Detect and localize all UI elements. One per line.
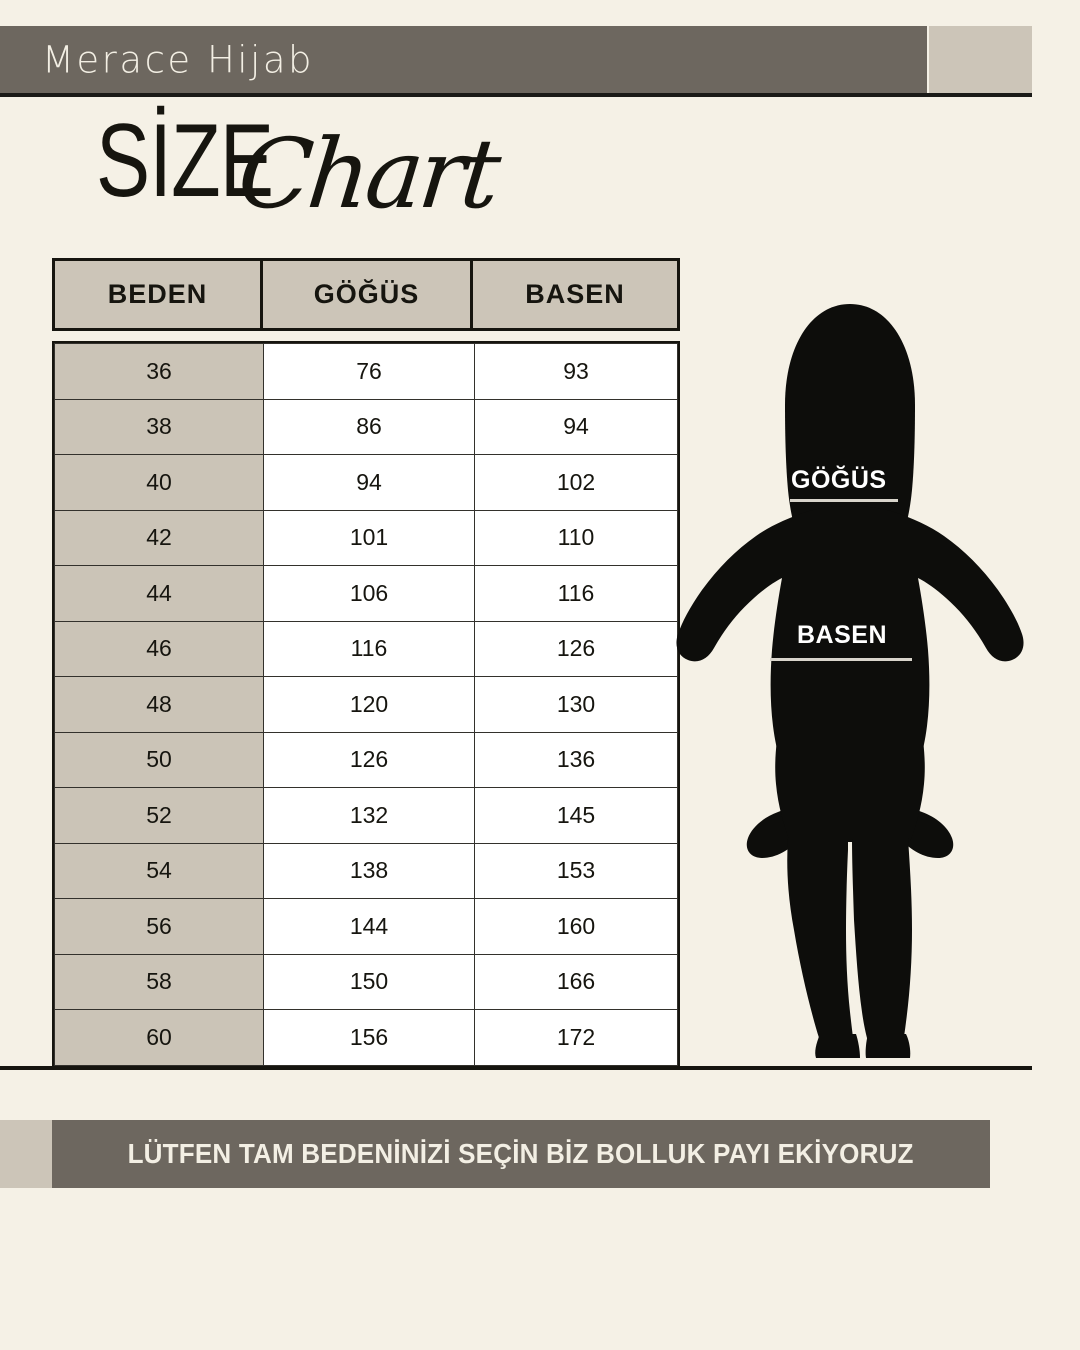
header-bar-dark-block [0, 26, 927, 93]
cell-basen: 153 [474, 842, 678, 899]
cell-gogus: 138 [263, 842, 475, 899]
footer-tan-block [0, 1120, 52, 1188]
cell-basen: 102 [474, 454, 678, 511]
cell-gogus: 94 [263, 454, 475, 511]
cell-gogus: 116 [263, 620, 475, 677]
body-silhouette-figure: GÖĞÜS BASEN [660, 290, 1040, 1060]
female-body-silhouette-icon [676, 304, 1024, 1058]
cell-gogus: 120 [263, 676, 475, 733]
column-header-basen: BASEN [525, 279, 625, 309]
cell-basen: 126 [474, 620, 678, 677]
cell-beden: 56 [54, 898, 264, 955]
silhouette-hip-label: BASEN [797, 621, 888, 649]
cell-beden: 44 [54, 565, 264, 622]
cell-basen: 130 [474, 676, 678, 733]
cell-basen: 172 [474, 1009, 678, 1066]
cell-basen: 166 [474, 953, 678, 1010]
cell-beden: 60 [54, 1009, 264, 1066]
cell-basen: 160 [474, 898, 678, 955]
size-table-header: BEDEN GÖĞÜS BASEN [52, 258, 680, 331]
cell-gogus: 144 [263, 898, 475, 955]
cell-beden: 58 [54, 953, 264, 1010]
cell-gogus: 106 [263, 565, 475, 622]
column-header-beden: BEDEN [55, 261, 263, 328]
cell-beden: 38 [54, 398, 264, 455]
size-table-body: 36 76 93 38 86 94 40 94 102 42 101 110 44 106 116 46 116… [52, 341, 680, 1068]
silhouette-bust-label: GÖĞÜS [791, 466, 887, 494]
footer-note-bar: LÜTFEN TAM BEDENİNİZİ SEÇİN BİZ BOLLUK P… [0, 1120, 990, 1188]
cell-gogus: 132 [263, 787, 475, 844]
cell-gogus: 101 [263, 509, 475, 566]
cell-beden: 48 [54, 676, 264, 733]
cell-gogus: 76 [263, 343, 475, 400]
cell-basen: 93 [474, 343, 678, 400]
cell-basen: 110 [474, 509, 678, 566]
table-row: 48 120 130 [54, 676, 678, 733]
cell-gogus: 156 [263, 1009, 475, 1066]
table-row: 58 150 166 [54, 953, 678, 1010]
table-row: 44 106 116 [54, 565, 678, 622]
page-title-main: SİZE [96, 103, 274, 220]
cell-beden: 40 [54, 454, 264, 511]
table-row: 52 132 145 [54, 787, 678, 844]
table-row: 40 94 102 [54, 454, 678, 511]
lower-divider-rule [0, 1066, 1032, 1070]
table-row: 36 76 93 [54, 343, 678, 400]
table-row: 50 126 136 [54, 731, 678, 788]
table-row: 54 138 153 [54, 842, 678, 899]
cell-beden: 42 [54, 509, 264, 566]
table-row: 56 144 160 [54, 898, 678, 955]
silhouette-hip-measure-line [770, 658, 912, 661]
page-title: SİZE Chart [96, 103, 502, 229]
cell-beden: 54 [54, 842, 264, 899]
cell-beden: 52 [54, 787, 264, 844]
page-title-script: Chart [233, 117, 503, 230]
silhouette-bust-measure-line [790, 499, 898, 502]
cell-basen: 94 [474, 398, 678, 455]
header-bar: Merace Hijab [0, 26, 1032, 93]
cell-basen: 116 [474, 565, 678, 622]
cell-gogus: 126 [263, 731, 475, 788]
footer-dark-block: LÜTFEN TAM BEDENİNİZİ SEÇİN BİZ BOLLUK P… [52, 1120, 990, 1188]
brand-name: Merace Hijab [42, 38, 314, 81]
cell-basen: 145 [474, 787, 678, 844]
cell-beden: 46 [54, 620, 264, 677]
cell-beden: 50 [54, 731, 264, 788]
header-divider-rule [0, 93, 1032, 97]
table-row: 46 116 126 [54, 620, 678, 677]
table-row: 42 101 110 [54, 509, 678, 566]
header-bar-tan-block [929, 26, 1032, 93]
column-header-gogus: GÖĞÜS [263, 261, 473, 328]
table-row: 60 156 172 [54, 1009, 678, 1066]
size-table: 36 76 93 38 86 94 40 94 102 42 101 110 44 106 116 46 116… [54, 343, 678, 1066]
table-row: 38 86 94 [54, 398, 678, 455]
cell-gogus: 150 [263, 953, 475, 1010]
cell-beden: 36 [54, 343, 264, 400]
cell-basen: 136 [474, 731, 678, 788]
footer-note-text: LÜTFEN TAM BEDENİNİZİ SEÇİN BİZ BOLLUK P… [127, 1138, 915, 1169]
cell-gogus: 86 [263, 398, 475, 455]
